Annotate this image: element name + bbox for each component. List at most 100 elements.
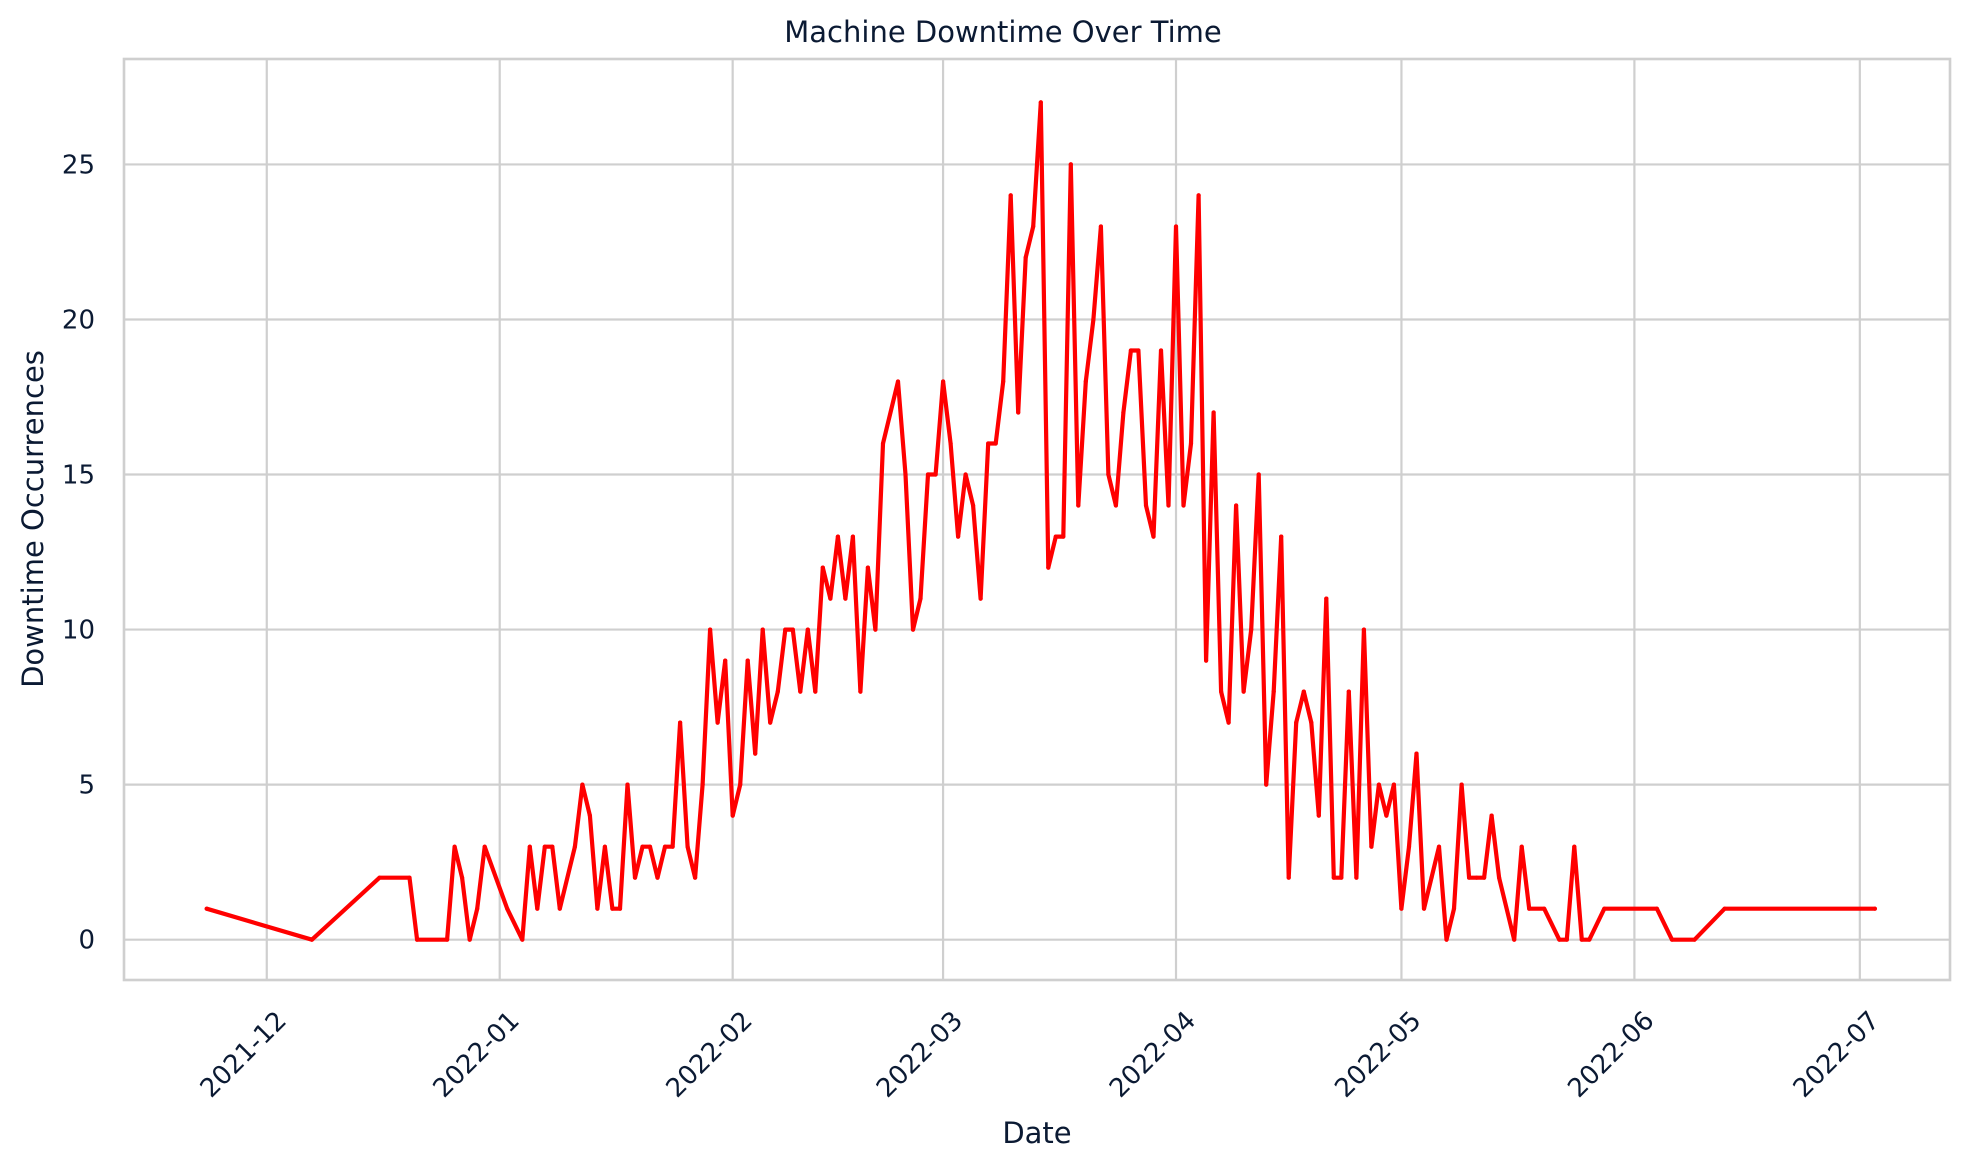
data-point — [1286, 875, 1291, 880]
data-point — [1459, 782, 1464, 787]
data-point — [941, 379, 946, 384]
data-point — [1414, 751, 1419, 756]
data-point — [580, 782, 585, 787]
data-point — [1121, 410, 1126, 415]
data-point — [475, 906, 480, 911]
data-point — [948, 441, 953, 446]
data-point — [460, 875, 465, 880]
data-point — [1669, 937, 1675, 942]
data-point — [587, 813, 593, 818]
data-point — [1211, 410, 1216, 415]
data-point — [895, 379, 901, 384]
data-point — [790, 627, 795, 632]
y-tick-label: 25 — [62, 150, 95, 180]
data-point — [1654, 906, 1659, 911]
data-point — [993, 441, 998, 446]
data-point — [1001, 379, 1006, 384]
data-point — [505, 906, 510, 911]
data-point — [1016, 410, 1021, 415]
data-point — [610, 906, 615, 911]
data-point — [1128, 348, 1133, 353]
data-point — [760, 627, 765, 632]
data-point — [670, 844, 675, 849]
data-point — [1474, 875, 1479, 880]
data-point — [1346, 689, 1351, 694]
data-point — [768, 720, 773, 725]
data-point — [1151, 534, 1156, 539]
series-group — [204, 100, 1878, 942]
data-point — [1188, 441, 1194, 446]
data-point — [662, 844, 668, 849]
data-point — [1436, 844, 1442, 849]
data-point — [640, 844, 645, 849]
data-point — [715, 720, 720, 725]
data-point — [482, 844, 487, 849]
data-point — [595, 906, 600, 911]
data-point — [1309, 720, 1314, 725]
data-point — [1692, 937, 1697, 942]
data-point — [805, 627, 810, 632]
data-point — [873, 627, 878, 632]
data-point — [1196, 193, 1201, 198]
data-point — [835, 534, 841, 539]
data-point — [1587, 937, 1592, 942]
data-point — [1249, 627, 1254, 632]
data-point — [377, 875, 382, 880]
data-point — [858, 689, 863, 694]
data-point — [850, 534, 856, 539]
data-point — [1204, 658, 1209, 663]
data-point — [1234, 503, 1239, 508]
data-point — [925, 472, 931, 477]
data-point — [1421, 906, 1427, 911]
data-point — [1091, 317, 1096, 322]
data-point — [1557, 937, 1562, 942]
data-point — [828, 596, 833, 601]
data-point — [1023, 255, 1028, 260]
data-point — [1256, 472, 1261, 477]
data-point — [1173, 224, 1179, 229]
chart-title: Machine Downtime Over Time — [784, 15, 1221, 49]
data-point — [1361, 627, 1366, 632]
data-point — [1579, 937, 1584, 942]
data-point — [738, 782, 743, 787]
data-point — [1482, 875, 1487, 880]
data-point — [685, 844, 690, 849]
data-point — [963, 472, 968, 477]
data-point — [1354, 875, 1359, 880]
data-point — [617, 906, 623, 911]
y-tick-label: 20 — [62, 305, 95, 335]
plot-frame — [122, 57, 1952, 982]
data-point — [535, 906, 540, 911]
data-point — [1219, 689, 1224, 694]
data-point — [1083, 379, 1088, 384]
data-point — [1046, 565, 1051, 570]
data-point — [986, 441, 991, 446]
data-point — [542, 844, 547, 849]
data-point — [730, 813, 735, 818]
data-point — [1241, 689, 1246, 694]
data-point — [775, 689, 780, 694]
data-point — [723, 658, 728, 663]
y-tick-label: 15 — [62, 461, 95, 491]
data-point — [1467, 875, 1472, 880]
data-point — [632, 875, 638, 880]
data-point — [550, 844, 555, 849]
data-point — [1391, 782, 1396, 787]
data-point — [1166, 503, 1171, 508]
data-point — [910, 627, 916, 632]
data-point — [745, 658, 750, 663]
data-point — [956, 534, 961, 539]
data-point — [1406, 844, 1412, 849]
data-point — [1061, 534, 1066, 539]
data-point — [1279, 534, 1284, 539]
data-point — [1264, 782, 1269, 787]
data-point — [1113, 503, 1118, 508]
data-point — [625, 782, 630, 787]
data-point — [1143, 503, 1149, 508]
data-point — [918, 596, 923, 601]
data-point — [407, 875, 412, 880]
data-point — [903, 472, 908, 477]
data-point — [880, 441, 886, 446]
